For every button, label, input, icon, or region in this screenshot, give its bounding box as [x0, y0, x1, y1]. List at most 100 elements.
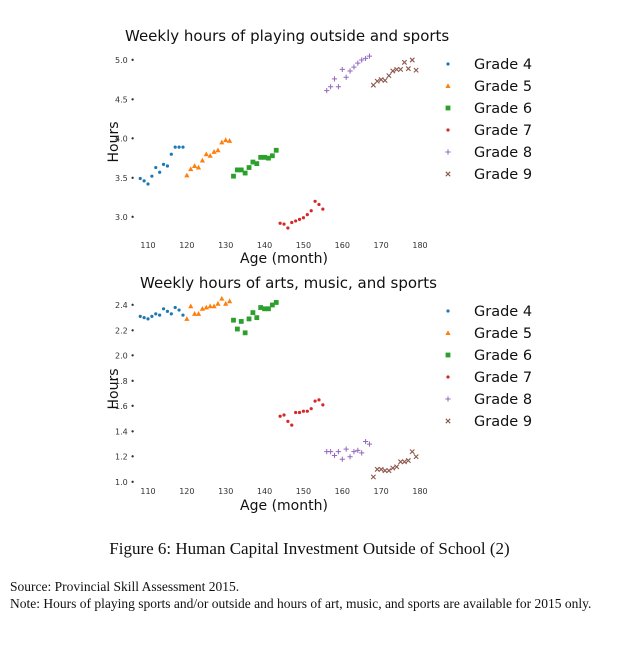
data-point-grade-8	[363, 55, 369, 62]
data-point-grade-4	[138, 314, 142, 318]
data-point-grade-7	[290, 423, 294, 427]
x-axis-label: Age (month)	[240, 251, 328, 267]
y-tick-label: 5.0 •	[115, 56, 135, 65]
data-point-grade-6	[242, 170, 248, 176]
legend-label-grade-9: Grade 9	[474, 167, 532, 183]
data-point-grade-5	[223, 137, 229, 143]
figure-caption: Figure 6: Human Capital Investment Outsi…	[109, 539, 510, 558]
legend-label-grade-4: Grade 4	[474, 304, 532, 320]
data-point-grade-5	[211, 303, 217, 309]
data-point-grade-8	[366, 441, 373, 447]
data-point-grade-9	[397, 66, 404, 73]
legend-marker-grade-9	[445, 171, 451, 177]
data-point-grade-7	[301, 216, 306, 220]
x-tick-label: 180	[412, 487, 427, 496]
y-tick-label: 1.8 •	[115, 377, 135, 386]
data-point-grade-7	[297, 217, 302, 221]
x-tick-label: 160	[335, 487, 350, 496]
x-tick-label: 140	[257, 241, 272, 250]
data-point-grade-7	[282, 222, 286, 226]
legend-label-grade-7: Grade 7	[474, 370, 532, 386]
legend-marker-grade-4	[446, 309, 450, 313]
data-point-grade-9	[413, 67, 419, 73]
data-point-grade-8	[363, 438, 369, 445]
data-point-grade-4	[177, 308, 181, 312]
data-point-grade-4	[173, 145, 177, 149]
data-point-grade-9	[374, 466, 380, 472]
data-point-grade-5	[184, 316, 190, 321]
y-tick-label: 4.5 •	[115, 95, 135, 104]
data-point-grade-9	[370, 474, 376, 480]
data-point-grade-8	[359, 57, 365, 63]
data-point-grade-6	[266, 155, 271, 161]
legend-marker-grade-7	[446, 128, 450, 132]
data-point-grade-6	[238, 167, 244, 173]
data-point-grade-8	[328, 449, 334, 455]
data-point-grade-4	[146, 317, 150, 321]
data-point-grade-6	[234, 167, 240, 173]
data-point-grade-8	[347, 68, 353, 74]
data-point-grade-7	[282, 413, 286, 417]
x-tick-label: 170	[374, 241, 389, 250]
legend-label-grade-5: Grade 5	[474, 79, 532, 95]
y-tick-label: 3.5 •	[115, 174, 135, 183]
data-point-grade-9	[397, 459, 404, 465]
data-point-grade-9	[370, 82, 376, 88]
data-point-grade-8	[343, 74, 349, 80]
y-axis: 3.0 • 3.5 • 4.0 • 4.5 • 5.0 •	[115, 56, 135, 222]
data-point-grade-5	[207, 303, 213, 309]
data-point-grade-5	[184, 172, 190, 178]
data-point-grade-5	[195, 164, 202, 170]
data-point-grade-9	[401, 459, 408, 465]
data-point-grade-6	[238, 319, 244, 324]
data-point-grade-7	[297, 410, 302, 415]
data-point-grade-9	[394, 464, 400, 470]
x-tick-label: 160	[335, 241, 350, 250]
legend-label-grade-6: Grade 6	[474, 348, 532, 364]
data-point-grade-4	[142, 316, 146, 320]
data-point-grade-6	[258, 154, 264, 160]
data-point-grade-5	[192, 311, 198, 316]
data-point-grade-9	[405, 66, 411, 72]
data-point-grade-4	[181, 145, 185, 149]
data-point-grade-7	[317, 398, 321, 402]
data-point-grade-9	[394, 66, 400, 73]
data-point-grade-7	[294, 410, 298, 415]
data-point-grade-8	[339, 456, 345, 462]
data-point-grade-5	[227, 298, 233, 304]
data-point-grade-9	[401, 59, 408, 65]
y-tick-label: 2.2 •	[115, 326, 135, 335]
data-point-grade-4	[161, 307, 166, 311]
data-point-grade-7	[321, 207, 325, 211]
data-point-grade-9	[382, 77, 388, 83]
data-point-grade-4	[169, 312, 173, 316]
legend-label-grade-5: Grade 5	[474, 326, 532, 342]
x-tick-label: 130	[218, 241, 233, 250]
data-point-grade-4	[150, 174, 154, 178]
data-point-grade-5	[227, 138, 233, 143]
x-tick-label: 130	[218, 487, 233, 496]
legend-marker-grade-5	[445, 83, 451, 88]
legend-label-grade-9: Grade 9	[474, 414, 532, 430]
legend-marker-grade-5	[445, 330, 451, 335]
x-tick-label: 110	[140, 241, 155, 250]
data-point-grade-6	[254, 161, 260, 167]
data-point-grade-7	[313, 199, 317, 203]
legend-label-grade-4: Grade 4	[474, 57, 532, 73]
data-point-grade-8	[331, 452, 338, 459]
data-point-grade-8	[347, 454, 353, 460]
data-point-grade-8	[335, 84, 341, 90]
data-point-grade-6	[246, 316, 252, 322]
data-point-grade-6	[246, 165, 252, 170]
y-tick-label: 1.6 •	[115, 402, 135, 411]
data-point-grade-5	[199, 305, 205, 311]
data-point-grade-7	[278, 414, 282, 418]
data-point-grade-9	[386, 468, 392, 474]
data-points	[138, 295, 419, 480]
data-point-grade-5	[215, 300, 221, 306]
x-tick-label: 120	[179, 487, 194, 496]
x-tick-label: 150	[296, 241, 311, 250]
data-point-grade-4	[158, 313, 162, 317]
data-point-grade-8	[331, 76, 338, 82]
data-point-grade-7	[294, 219, 298, 223]
